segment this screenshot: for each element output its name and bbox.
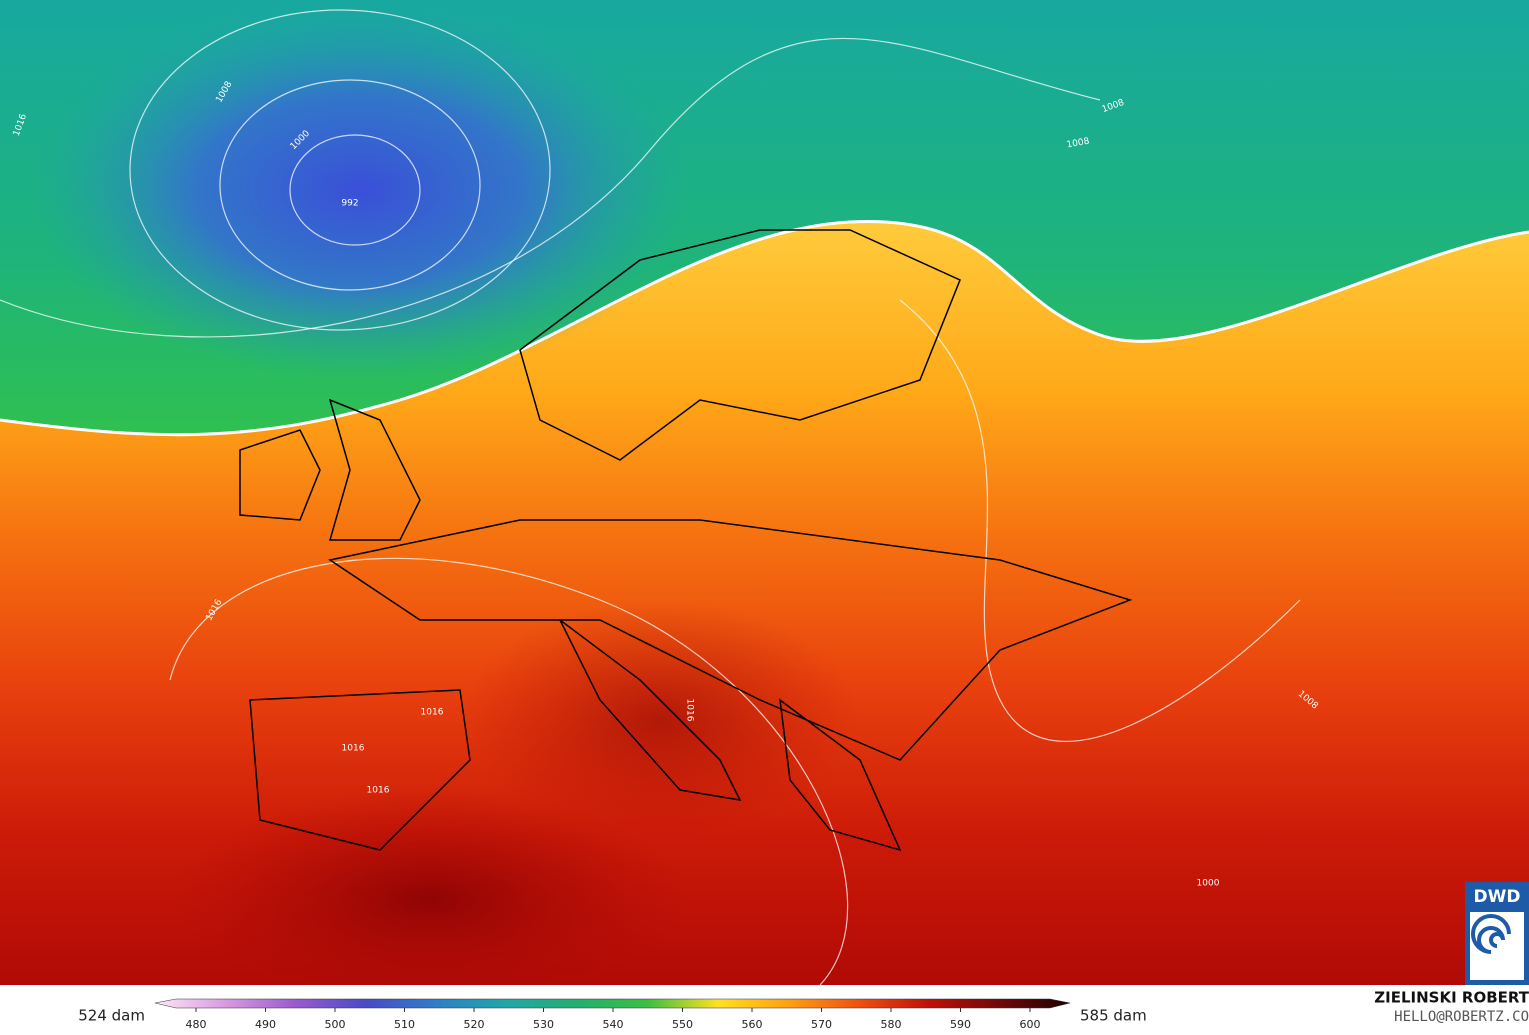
colorbar-tick-label: 490 (255, 1018, 276, 1031)
colorbar-tick-label: 480 (186, 1018, 207, 1031)
logo: DWD (1465, 882, 1529, 985)
isobar-label: 1016 (421, 708, 444, 718)
isobars (0, 9, 1301, 986)
colorbar-tick-label: 530 (533, 1018, 554, 1031)
logo-text: DWD (1474, 887, 1521, 907)
colorbar-body (154, 998, 1071, 1009)
low-pressure (30, 0, 690, 380)
colorbar-tick-label: 590 (950, 1018, 971, 1031)
isobar-label: 1016 (367, 786, 390, 796)
contour-552 (0, 219, 1529, 437)
min-label: 524 dam (78, 1007, 145, 1025)
colorbar: 480 490 500 510 520 530 540 550 560 570 580 590 600 (154, 998, 1071, 1031)
isobar-label: 1008 (1066, 137, 1091, 151)
colorbar-tick-label: 510 (394, 1018, 415, 1031)
isobar-label: 1000 (1197, 879, 1220, 889)
isobar-label: 1016 (685, 699, 695, 722)
coastlines (239, 229, 1133, 852)
colorbar-tick-label: 540 (603, 1018, 624, 1031)
colorbar-tick-label: 570 (811, 1018, 832, 1031)
colorbar-tick-label: 600 (1020, 1018, 1041, 1031)
credit-name: ZIELINSKI ROBERT (1374, 989, 1529, 1007)
colorbar-tick-label: 550 (672, 1018, 693, 1031)
colorbar-tick-label: 580 (881, 1018, 902, 1031)
isobar-label: 1016 (342, 744, 365, 754)
footer (0, 985, 1529, 1035)
credit-email: HELLO@ROBERTZ.CO (1394, 1009, 1529, 1025)
isobar-label: 992 (341, 199, 358, 209)
heat-core (460, 600, 860, 840)
colorbar-tick-label: 520 (464, 1018, 485, 1031)
colorbar-tick-label: 560 (742, 1018, 763, 1031)
heat-core (170, 790, 690, 1010)
max-label: 585 dam (1080, 1007, 1147, 1025)
colorbar-tick-label: 500 (325, 1018, 346, 1031)
